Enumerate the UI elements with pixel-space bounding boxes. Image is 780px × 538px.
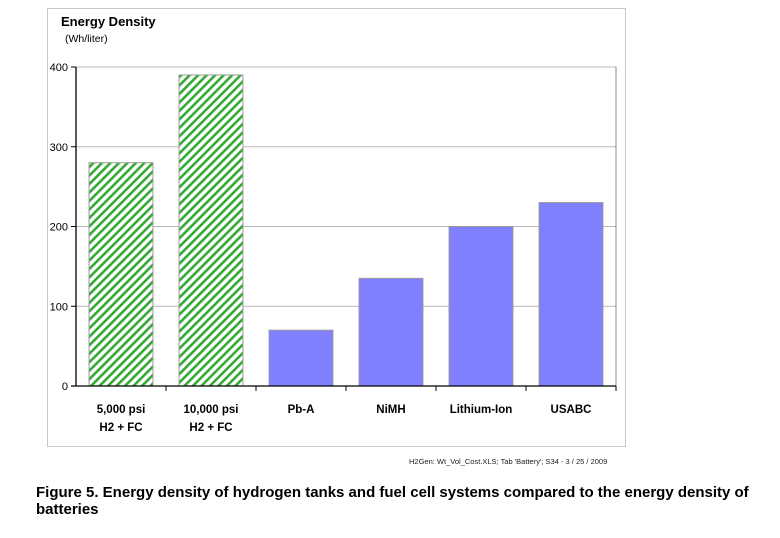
y-tick-label: 100 [50, 301, 68, 313]
chart-frame [47, 8, 626, 447]
x-category-label: USABC [551, 404, 592, 416]
x-category-label: Lithium-Ion [450, 404, 513, 416]
source-note: H2Gen: Wt_Vol_Cost.XLS; Tab 'Battery'; S… [409, 457, 608, 466]
axes [71, 66, 617, 391]
y-tick-label: 300 [50, 142, 68, 154]
chart-title: Energy Density [61, 14, 156, 29]
figure-caption: Figure 5. Energy density of hydrogen tan… [36, 484, 749, 518]
chart-subtitle: (Wh/liter) [65, 33, 108, 45]
x-category-label: H2 + FC [189, 422, 232, 434]
bar [358, 277, 424, 387]
bar [88, 162, 154, 387]
bar [448, 226, 514, 387]
y-tick-label: 200 [50, 222, 68, 234]
x-category-label: H2 + FC [99, 422, 142, 434]
x-category-label: NiMH [376, 404, 405, 416]
y-tick-label: 0 [62, 381, 68, 393]
x-category-label: 5,000 psi [97, 404, 146, 416]
bar [538, 202, 604, 387]
labels: 0 100 200 300 400 5,000 psi H2 + FC 10,000 psi H… [50, 62, 592, 434]
bar [268, 329, 334, 387]
y-tick-label: 400 [50, 62, 68, 74]
gridlines [76, 66, 617, 386]
bars [88, 74, 604, 387]
bar [178, 74, 244, 387]
x-category-label: 10,000 psi [184, 404, 239, 416]
bar-chart: Energy Density (Wh/liter) 0 100 200 300 400 5… [50, 14, 617, 434]
x-category-label: Pb-A [288, 404, 315, 416]
